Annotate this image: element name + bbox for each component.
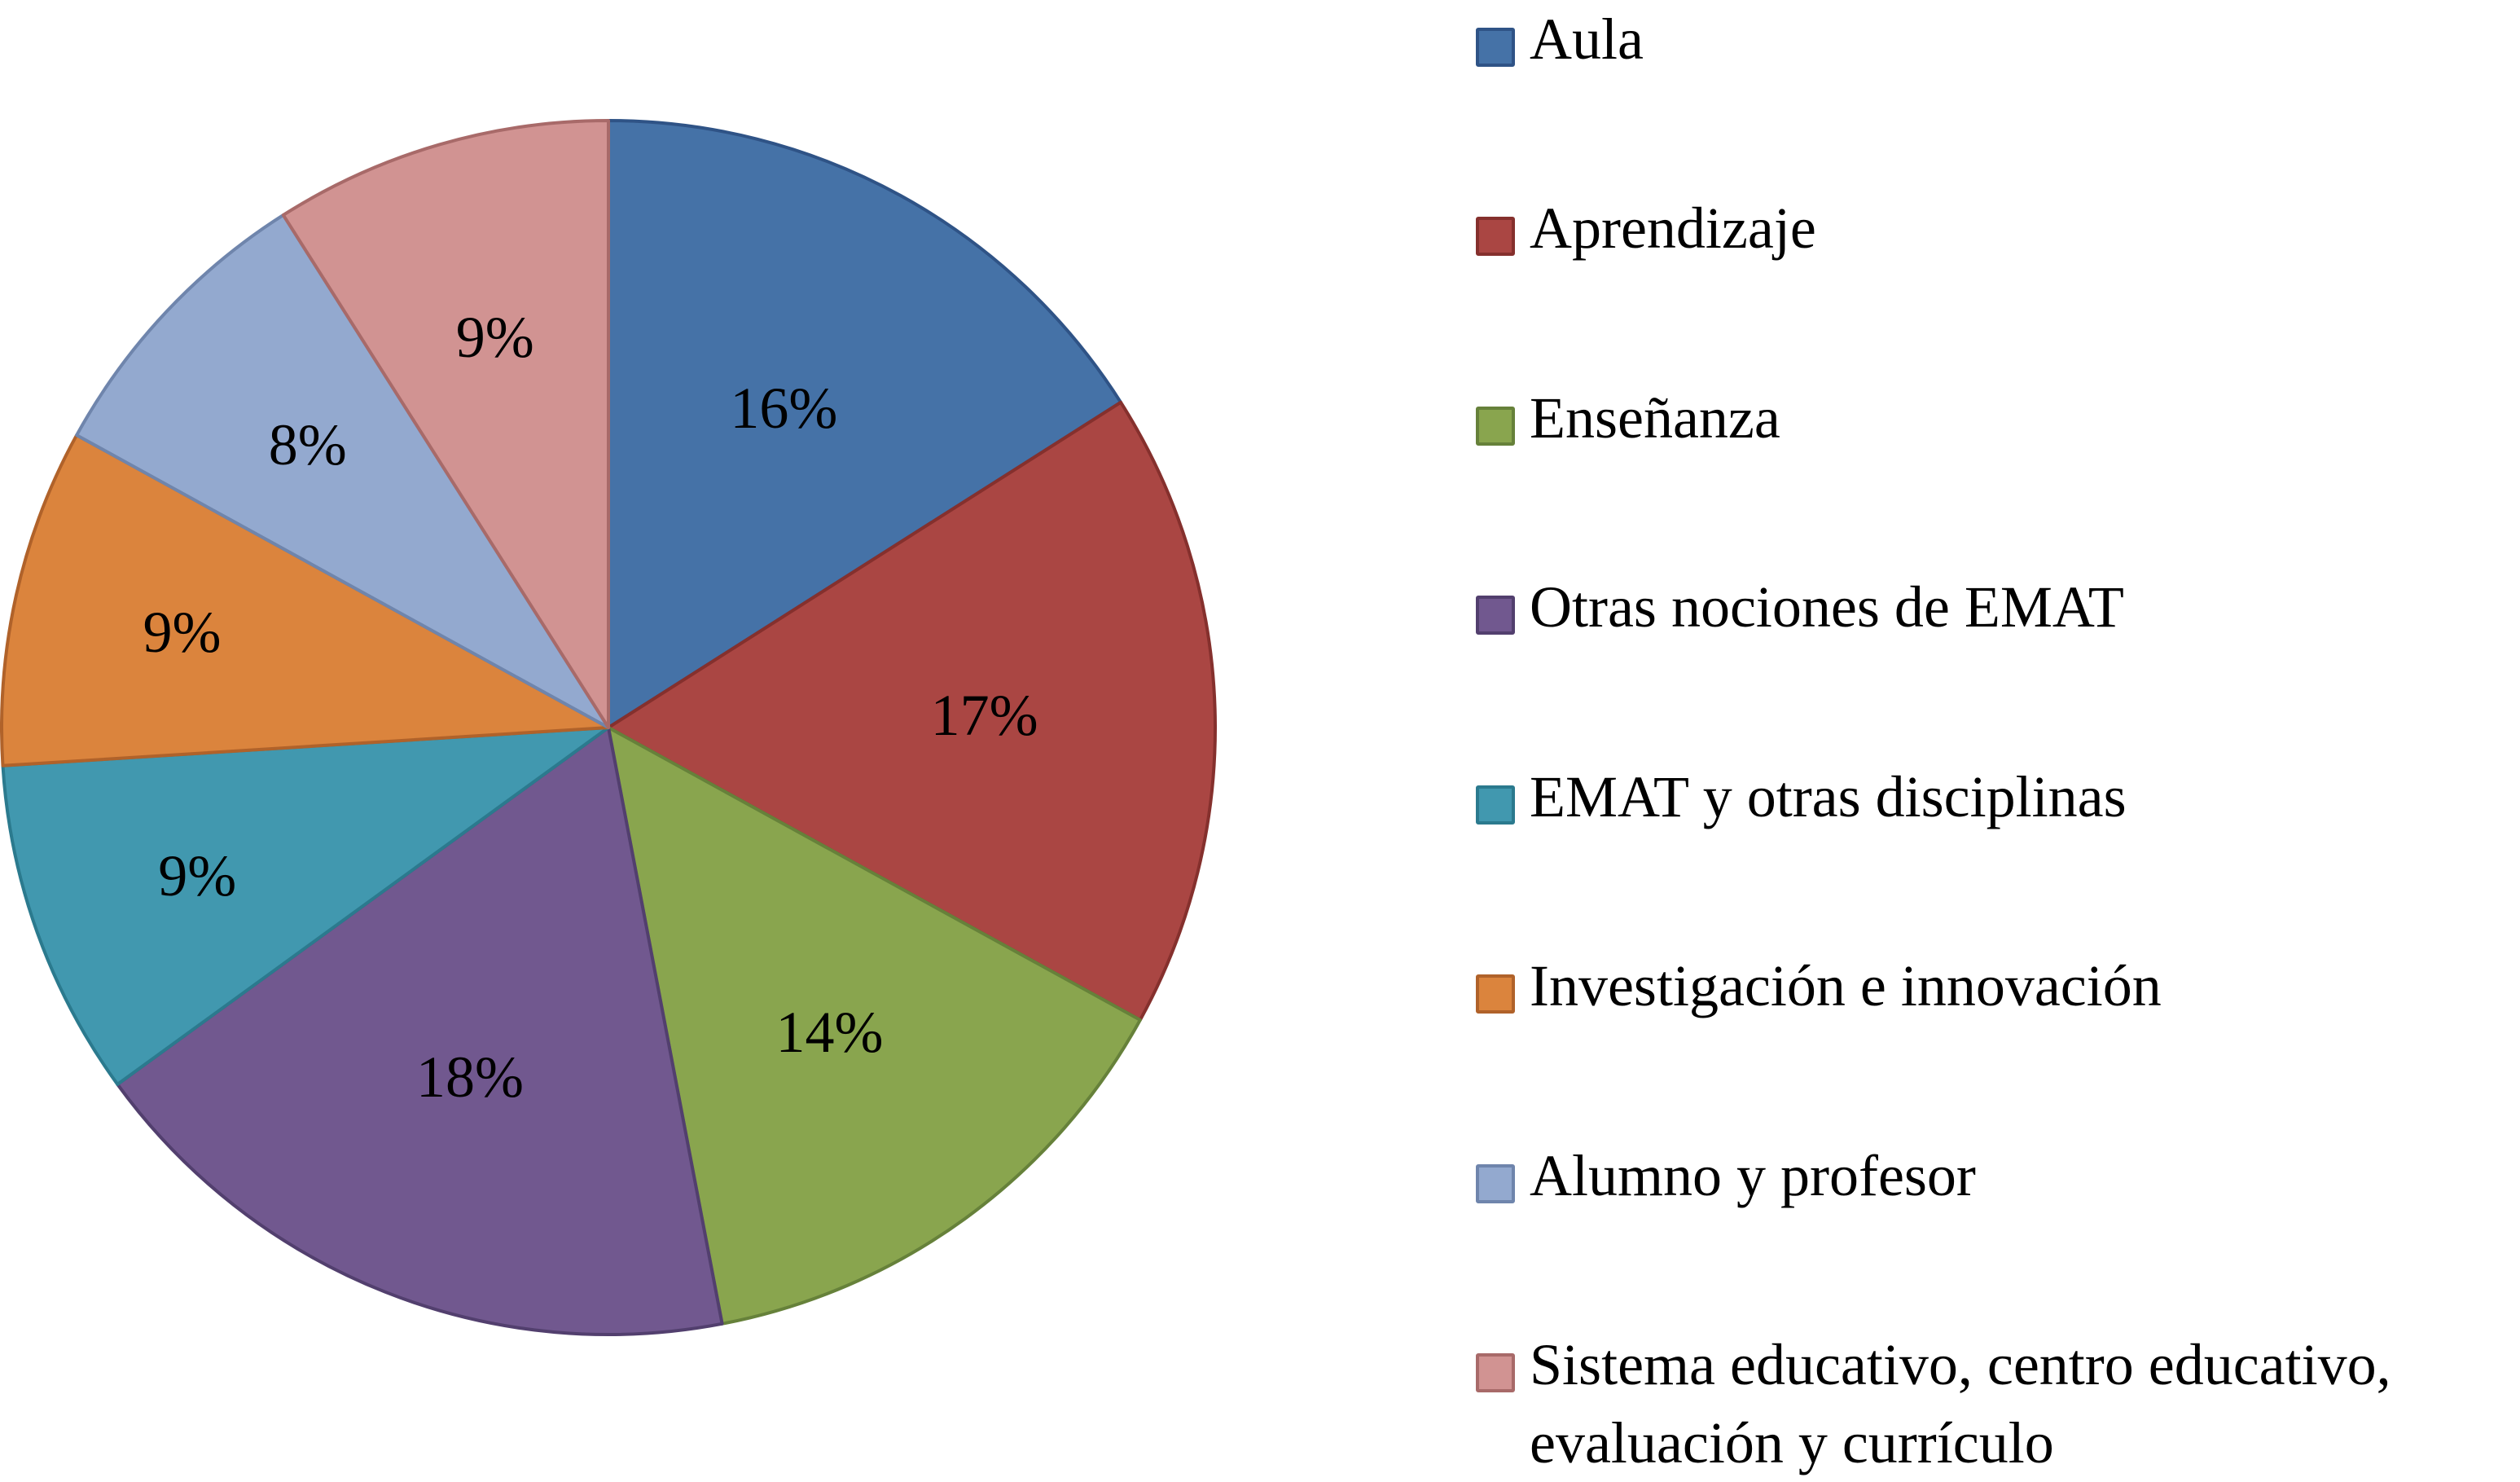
legend-item-emat-disciplinas: EMAT y otras disciplinas	[1476, 764, 2127, 836]
pie-slice	[116, 726, 724, 1336]
pie-chart	[0, 119, 1217, 1336]
pie-slice	[0, 433, 610, 767]
slice-percent-label: 14%	[775, 999, 884, 1065]
legend-label: Aula	[1530, 7, 1644, 72]
legend-item-investigacion: Investigación e innovación	[1476, 953, 2162, 1025]
legend-item-aula: Aula	[1476, 7, 1644, 78]
legend-item-aprendizaje: Aprendizaje	[1476, 196, 1816, 267]
legend-item-otras-nociones: Otras nociones de EMAT	[1476, 574, 2124, 646]
legend-label: Sistema educativo, centro educativo, eva…	[1530, 1326, 2391, 1482]
pie-slice	[607, 726, 1142, 1326]
slice-percent-label: 9%	[143, 599, 222, 665]
legend-swatch-sistema-educativo	[1476, 1353, 1515, 1392]
pie-slice	[75, 213, 610, 729]
slice-percent-label: 18%	[415, 1044, 524, 1110]
legend-item-alumno-profesor: Alumno y profesor	[1476, 1143, 1976, 1215]
pie-slice	[281, 119, 610, 729]
legend-label: Investigación e innovación	[1530, 953, 2162, 1018]
legend-swatch-alumno-profesor	[1476, 1164, 1515, 1203]
legend-label: EMAT y otras disciplinas	[1530, 764, 2127, 829]
legend-swatch-otras-nociones	[1476, 596, 1515, 635]
legend-label: Alumno y profesor	[1530, 1143, 1976, 1208]
legend-swatch-investigacion	[1476, 974, 1515, 1014]
slice-percent-label: 9%	[455, 304, 534, 370]
legend-swatch-aprendizaje	[1476, 217, 1515, 256]
legend-item-sistema-educativo: Sistema educativo, centro educativo, eva…	[1476, 1332, 2391, 1482]
pie-slice	[607, 119, 1123, 729]
legend-label-line1: Sistema educativo, centro educativo,	[1530, 1332, 2391, 1397]
legend-label: Enseñanza	[1530, 385, 1780, 451]
legend-item-ensenanza: Enseñanza	[1476, 385, 1780, 457]
legend-swatch-emat-disciplinas	[1476, 785, 1515, 825]
legend-swatch-aula	[1476, 28, 1515, 67]
slice-percent-label: 8%	[268, 412, 347, 478]
legend-label: Otras nociones de EMAT	[1530, 574, 2124, 640]
legend-label-line2: evaluación y currículo	[1530, 1410, 2054, 1475]
legend-label: Aprendizaje	[1530, 196, 1816, 261]
pie-slice	[1, 726, 610, 1086]
legend-swatch-ensenanza	[1476, 407, 1515, 446]
slice-percent-label: 16%	[730, 376, 838, 442]
pie-slice	[607, 400, 1217, 1022]
slice-percent-label: 17%	[930, 683, 1038, 749]
slice-percent-label: 9%	[158, 842, 237, 908]
